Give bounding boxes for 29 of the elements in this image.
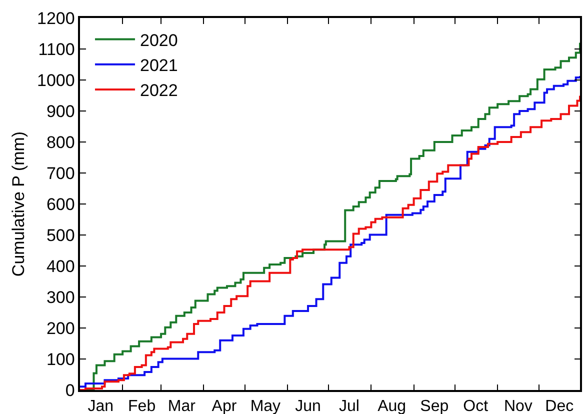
y-tick-label: 300 [46, 288, 75, 307]
y-tick-label: 1000 [37, 70, 75, 90]
y-axis-title: Cumulative P (mm) [9, 131, 28, 277]
x-tick-label: Jun [295, 398, 321, 414]
y-tick-label: 100 [46, 350, 75, 369]
legend-label: 2021 [140, 56, 178, 75]
x-tick-label: Sep [420, 398, 449, 414]
legend-label: 2020 [140, 30, 178, 50]
y-tick-label: 500 [46, 226, 75, 245]
x-tick-label: Oct [463, 398, 489, 414]
y-tick-label: 700 [46, 164, 75, 183]
x-tick-label: May [250, 398, 281, 414]
y-tick-label: 600 [46, 194, 75, 214]
x-tick-label: Mar [168, 398, 196, 414]
y-tick-label: 400 [46, 256, 75, 276]
x-tick-label: Jul [339, 398, 360, 414]
x-tick-label: Dec [545, 398, 574, 414]
x-tick-label: Aug [378, 398, 406, 414]
x-tick-label: Feb [128, 398, 156, 414]
y-tick-label: 900 [46, 102, 75, 121]
x-tick-label: Nov [504, 398, 532, 414]
y-tick-label: 800 [46, 132, 75, 152]
y-tick-label: 1100 [38, 40, 75, 59]
x-tick-label: Apr [212, 398, 238, 414]
y-tick-label: 1200 [37, 8, 75, 28]
legend-label: 2022 [140, 81, 178, 100]
x-tick-label: Jan [88, 398, 114, 414]
y-tick-label: 0 [65, 380, 75, 400]
y-tick-label: 200 [46, 318, 75, 338]
